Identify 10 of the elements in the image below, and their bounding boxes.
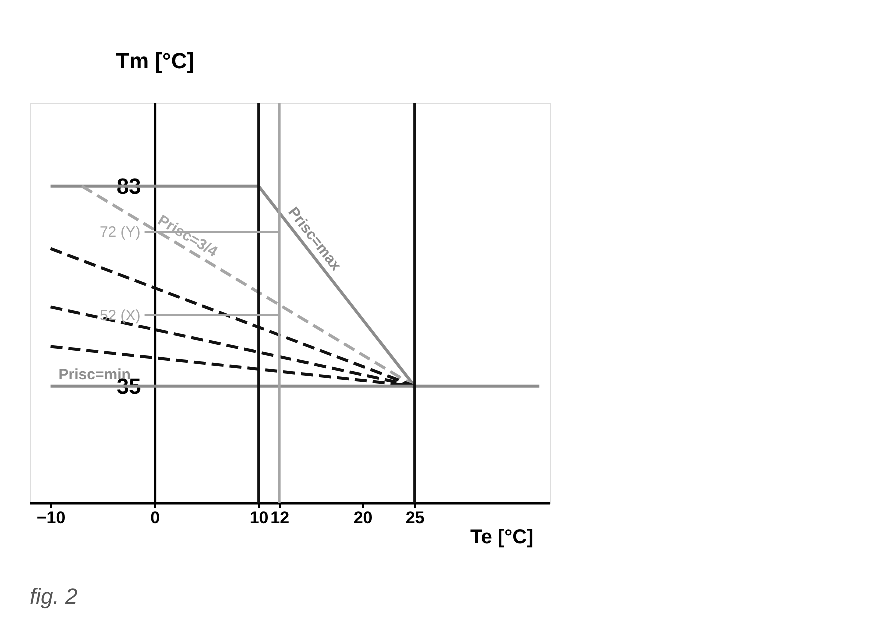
x-tick-label: −10 bbox=[36, 508, 66, 528]
x-axis-title: Te [°C] bbox=[470, 526, 534, 548]
ref-line-label: 72 (Y) bbox=[100, 224, 141, 242]
x-tick-label: 20 bbox=[354, 508, 373, 528]
caption: fig. 2 bbox=[30, 584, 78, 609]
x-tick-label: 10 bbox=[250, 508, 269, 528]
y-axis-title: Tm [°C] bbox=[116, 48, 195, 74]
x-tick-label: 25 bbox=[406, 508, 425, 528]
x-tick-label: 12 bbox=[270, 508, 290, 528]
x-tick-label: 0 bbox=[150, 508, 160, 528]
